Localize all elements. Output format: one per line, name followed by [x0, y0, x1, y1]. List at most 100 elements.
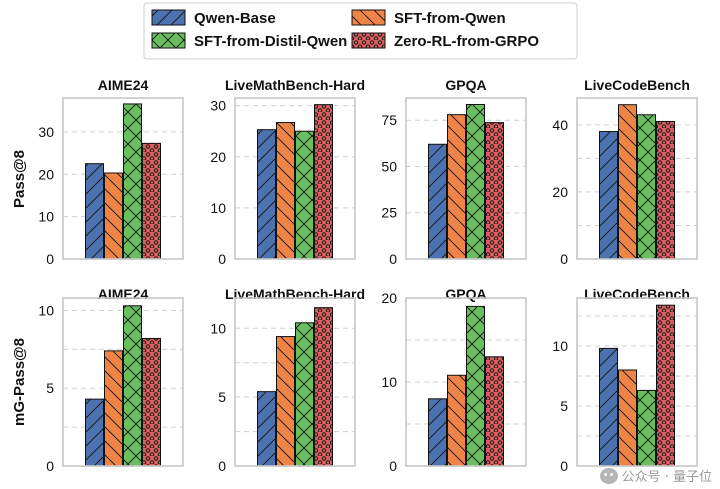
bar-qwen-base — [599, 131, 618, 260]
legend-label: Qwen-Base — [194, 10, 276, 27]
bar-qwen-base — [599, 347, 618, 467]
y-tick-label: 10 — [210, 200, 226, 216]
y-tick-label: 5 — [560, 398, 568, 414]
bar-zero-rl-from-grpo — [656, 304, 675, 467]
panel-title: AIME24 — [98, 286, 149, 302]
panel-title: GPQA — [445, 77, 486, 93]
legend: Qwen-Base SFT-from-Qwen SFT-from-Distil-Qw… — [143, 2, 578, 60]
y-tick-label: 50 — [381, 158, 397, 174]
bar-hatch — [314, 307, 333, 466]
panel-livecodebench: LiveCodeBench 0 5 10 — [552, 286, 698, 474]
panel-title: LiveMathBench-Hard — [225, 286, 365, 302]
legend-label: SFT-from-Distil-Qwen — [194, 33, 347, 50]
panel-title: LiveMathBench-Hard — [225, 77, 365, 93]
y-axis-label: mG-Pass@8 — [11, 338, 28, 426]
bar-hatch — [295, 322, 314, 466]
legend-entry: Qwen-Base — [151, 9, 276, 27]
bar-hatch — [257, 391, 276, 466]
y-tick-label: 0 — [560, 458, 568, 474]
bar-hatch — [637, 114, 656, 259]
panel-title: LiveCodeBench — [584, 286, 690, 302]
bar-hatch — [123, 103, 142, 259]
y-tick-label: 30 — [38, 124, 54, 140]
y-tick-label: 40 — [552, 117, 568, 133]
y-tick-label: 20 — [552, 184, 568, 200]
legend-entry: Zero-RL-from-GRPO — [351, 32, 539, 50]
bar-zero-rl-from-grpo — [656, 120, 675, 260]
bar-qwen-base — [257, 129, 276, 260]
y-tick-label: 5 — [218, 389, 226, 405]
bar-zero-rl-from-grpo — [314, 104, 333, 260]
bar-sft-from-distil-qwen — [637, 114, 656, 260]
bar-sft-from-distil-qwen — [295, 322, 314, 467]
panel-title: GPQA — [445, 286, 486, 302]
panel-frame — [405, 97, 527, 260]
wechat-icon — [599, 467, 618, 484]
bar-hatch — [257, 129, 276, 259]
bar-sft-from-qwen — [447, 114, 466, 260]
bar-sft-from-qwen — [104, 172, 123, 260]
bar-hatch — [142, 338, 161, 466]
legend-swatch-hatch — [352, 10, 385, 25]
bar-hatch — [123, 305, 142, 466]
bar-hatch — [104, 350, 123, 466]
panel-row: mG-Pass@8 AIME24 0 5 10 LiveMathBench-Hard 0 5 1… — [11, 286, 698, 474]
bar-hatch — [485, 356, 504, 466]
panel-frame — [576, 97, 698, 260]
y-tick-label: 10 — [210, 320, 226, 336]
bar-hatch — [85, 399, 104, 466]
y-axis-label: Pass@8 — [11, 150, 28, 208]
panel-aime24: AIME24 0 5 10 — [38, 286, 184, 474]
panel-livemathbench-hard: LiveMathBench-Hard 0 10 20 30 — [210, 77, 365, 267]
bar-hatch — [276, 122, 295, 260]
bar-hatch — [485, 122, 504, 259]
legend-label: Zero-RL-from-GRPO — [394, 33, 539, 50]
bar-qwen-base — [257, 391, 276, 467]
legend-swatch-hatch — [152, 10, 185, 25]
bar-sft-from-distil-qwen — [123, 305, 142, 467]
bar-hatch — [599, 131, 618, 259]
y-tick-label: 0 — [46, 251, 54, 267]
y-tick-label: 25 — [381, 205, 397, 221]
y-tick-label: 10 — [381, 374, 397, 390]
bar-hatch — [142, 143, 161, 259]
y-tick-label: 0 — [389, 458, 397, 474]
y-tick-label: 0 — [218, 251, 226, 267]
bar-hatch — [466, 306, 485, 466]
y-tick-label: 20 — [210, 149, 226, 165]
bar-hatch — [276, 336, 295, 466]
panel-title: AIME24 — [98, 77, 149, 93]
bar-hatch — [466, 104, 485, 259]
bar-zero-rl-from-grpo — [314, 307, 333, 467]
y-tick-label: 10 — [38, 209, 54, 225]
panel-frame — [62, 297, 184, 467]
bar-qwen-base — [85, 163, 104, 260]
y-tick-label: 0 — [218, 458, 226, 474]
bar-zero-rl-from-grpo — [485, 356, 504, 467]
bar-hatch — [104, 172, 123, 259]
legend-swatch-hatch — [352, 33, 385, 48]
legend-label: SFT-from-Qwen — [394, 10, 506, 27]
bar-sft-from-qwen — [618, 104, 637, 260]
watermark: 公众号 · 量子位 — [599, 466, 712, 485]
y-tick-label: 10 — [552, 338, 568, 354]
panel-frame — [405, 297, 527, 467]
bar-zero-rl-from-grpo — [485, 122, 504, 260]
bar-qwen-base — [428, 398, 447, 467]
bar-hatch — [618, 370, 637, 466]
watermark-text: 公众号 · 量子位 — [621, 470, 712, 485]
bar-hatch — [85, 163, 104, 259]
panel-livemathbench-hard: LiveMathBench-Hard 0 5 10 — [210, 286, 365, 474]
panel-livecodebench: LiveCodeBench 0 20 40 — [552, 77, 698, 267]
panel-frame — [576, 297, 698, 467]
panel-frame — [62, 97, 184, 260]
y-tick-label: 5 — [46, 380, 54, 396]
bar-sft-from-distil-qwen — [123, 103, 142, 260]
panel-frame — [234, 297, 356, 467]
bar-hatch — [656, 305, 675, 466]
y-tick-label: 30 — [210, 98, 226, 114]
bar-qwen-base — [428, 143, 447, 260]
y-tick-label: 20 — [381, 290, 397, 306]
